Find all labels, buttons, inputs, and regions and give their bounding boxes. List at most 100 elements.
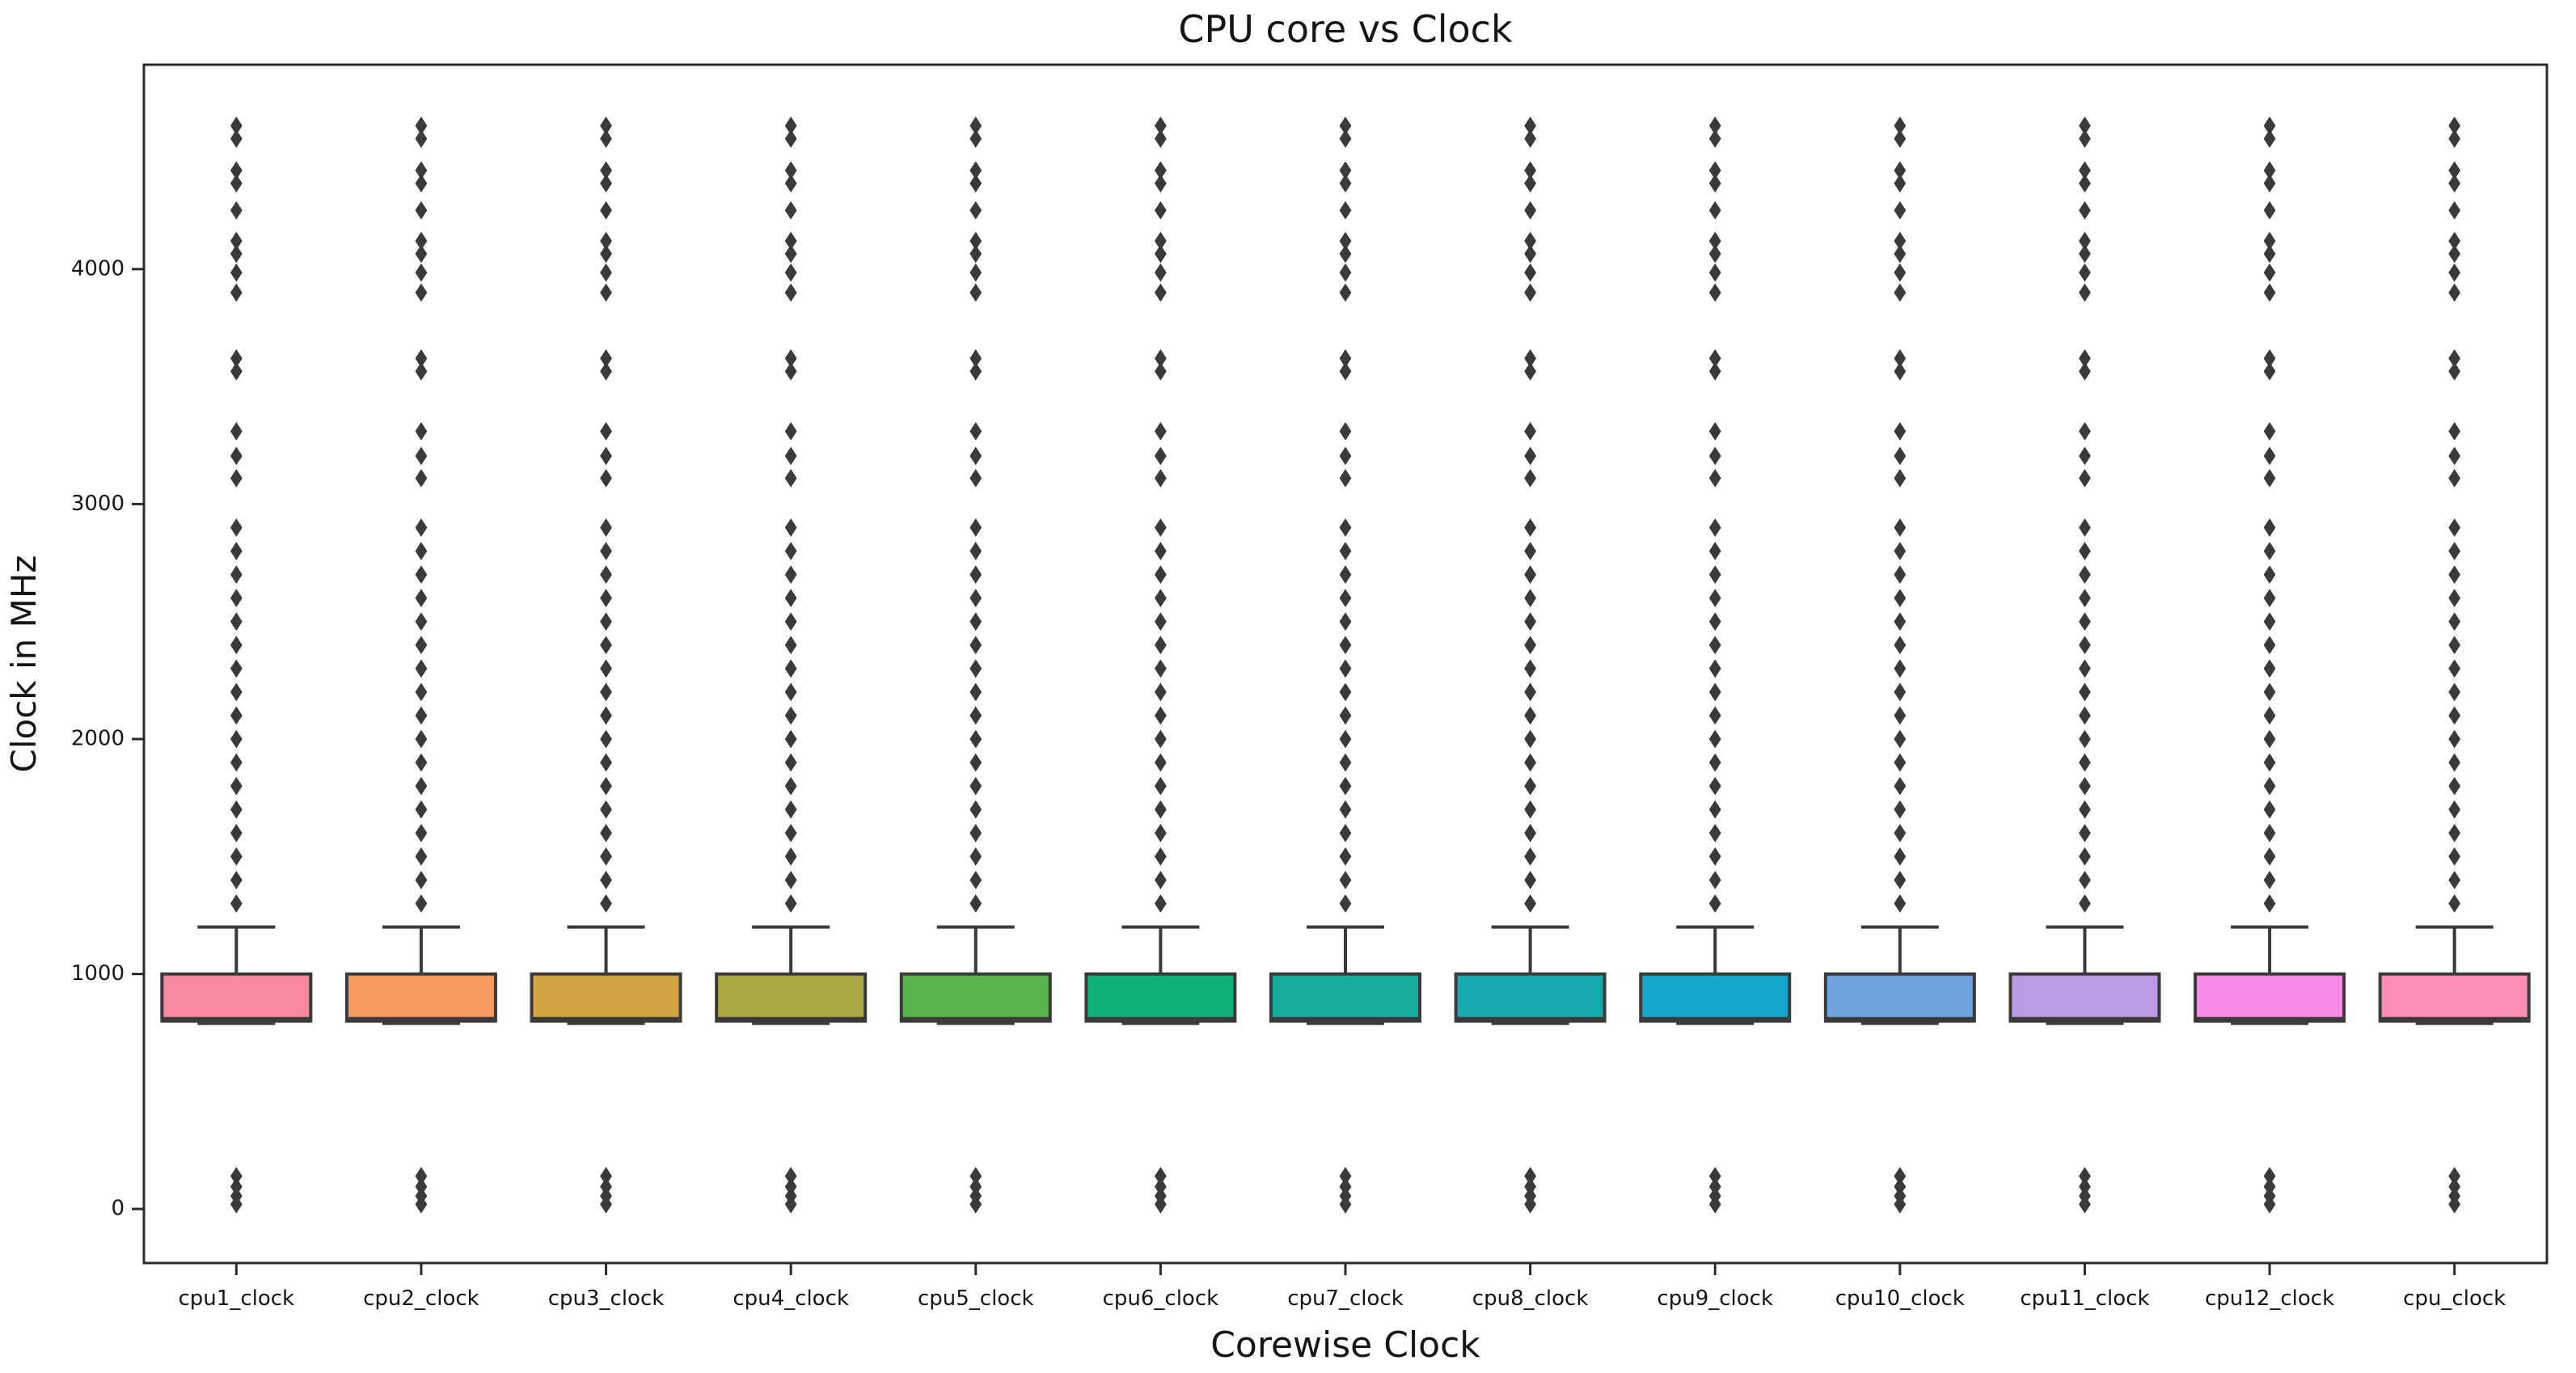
x-category-label: cpu12_clock — [2205, 1286, 2334, 1311]
outlier-marker — [2448, 244, 2461, 264]
outlier-marker — [784, 706, 797, 725]
outlier-marker — [1154, 800, 1167, 819]
outlier-marker — [1894, 612, 1907, 632]
y-tick-label: 1000 — [71, 961, 125, 986]
outlier-marker — [600, 847, 612, 866]
box-rect — [715, 972, 868, 1023]
outlier-marker — [784, 421, 797, 441]
outlier-marker — [2263, 753, 2276, 772]
outlier-marker — [1339, 682, 1352, 702]
outlier-marker — [1894, 753, 1907, 772]
outlier-marker — [415, 589, 428, 608]
outlier-marker — [1154, 870, 1167, 889]
outlier-marker — [1708, 729, 1721, 749]
outlier-marker — [1524, 823, 1537, 843]
outlier-marker — [784, 469, 797, 488]
outlier-marker — [1154, 244, 1167, 264]
outlier-marker — [1339, 201, 1352, 220]
outlier-marker — [600, 823, 612, 843]
outlier-marker — [2263, 823, 2276, 843]
outlier-marker — [969, 201, 982, 220]
outlier-marker — [1894, 361, 1907, 381]
outlier-marker — [1894, 800, 1907, 819]
outlier-marker — [1339, 753, 1352, 772]
outlier-marker — [1154, 589, 1167, 608]
outlier-marker — [1708, 659, 1721, 678]
outlier-marker — [415, 129, 428, 148]
outlier-marker — [1894, 894, 1907, 913]
outlier-marker — [415, 894, 428, 913]
outlier-marker — [1154, 894, 1167, 913]
outlier-marker — [2448, 729, 2461, 749]
outlier-marker — [230, 847, 243, 866]
outlier-marker — [2079, 870, 2091, 889]
outlier-marker — [1524, 776, 1537, 796]
outlier-marker — [1524, 894, 1537, 913]
outlier-marker — [1708, 244, 1721, 264]
outlier-marker — [230, 636, 243, 655]
outlier-marker — [415, 612, 428, 632]
outlier-marker — [1339, 636, 1352, 655]
box-group-cpu9_clock — [1639, 116, 1792, 1214]
outlier-marker — [230, 729, 243, 749]
outlier-marker — [1339, 894, 1352, 913]
outlier-marker — [1524, 518, 1537, 537]
outlier-marker — [1894, 174, 1907, 193]
outlier-marker — [600, 612, 612, 632]
outlier-marker — [969, 706, 982, 725]
x-category-label: cpu8_clock — [1472, 1286, 1589, 1311]
outlier-marker — [2079, 729, 2091, 749]
outlier-marker — [1708, 201, 1721, 220]
outlier-marker — [230, 706, 243, 725]
outlier-marker — [2079, 565, 2091, 584]
outlier-marker — [600, 870, 612, 889]
outlier-marker — [1708, 612, 1721, 632]
x-category-label: cpu9_clock — [1657, 1286, 1773, 1311]
x-category-label: cpu6_clock — [1103, 1286, 1219, 1311]
outlier-marker — [230, 776, 243, 796]
outlier-marker — [1524, 729, 1537, 749]
outlier-marker — [1339, 361, 1352, 381]
outlier-marker — [1708, 753, 1721, 772]
outlier-marker — [1154, 753, 1167, 772]
outlier-marker — [2079, 174, 2091, 193]
outlier-marker — [2448, 518, 2461, 537]
outlier-marker — [1339, 263, 1352, 282]
outlier-marker — [2448, 361, 2461, 381]
outlier-marker — [1339, 612, 1352, 632]
outlier-marker — [600, 263, 612, 282]
outlier-marker — [2263, 201, 2276, 220]
outlier-marker — [2079, 201, 2091, 220]
outlier-marker — [1894, 729, 1907, 749]
outlier-marker — [2079, 283, 2091, 302]
outlier-marker — [1339, 823, 1352, 843]
outlier-marker — [2448, 800, 2461, 819]
outlier-marker — [1894, 659, 1907, 678]
outlier-marker — [784, 129, 797, 148]
box-group-cpu_clock — [2378, 116, 2531, 1214]
outlier-marker — [2079, 800, 2091, 819]
outlier-marker — [2079, 894, 2091, 913]
outlier-marker — [784, 682, 797, 702]
outlier-marker — [1339, 283, 1352, 302]
outlier-marker — [600, 682, 612, 702]
outlier-marker — [1894, 201, 1907, 220]
box-group-cpu10_clock — [1823, 116, 1976, 1214]
chart-title: CPU core vs Clock — [1178, 7, 1513, 51]
outlier-marker — [2079, 589, 2091, 608]
outlier-marker — [969, 174, 982, 193]
outlier-marker — [1339, 659, 1352, 678]
outlier-marker — [1894, 706, 1907, 725]
outlier-marker — [1894, 421, 1907, 441]
outlier-marker — [600, 518, 612, 537]
outlier-marker — [969, 469, 982, 488]
outlier-marker — [784, 753, 797, 772]
box-group-cpu2_clock — [344, 116, 497, 1214]
outlier-marker — [230, 870, 243, 889]
outlier-marker — [600, 244, 612, 264]
outlier-marker — [1524, 129, 1537, 148]
outlier-marker — [415, 870, 428, 889]
outlier-marker — [2079, 469, 2091, 488]
outlier-marker — [1339, 421, 1352, 441]
outlier-marker — [2448, 201, 2461, 220]
